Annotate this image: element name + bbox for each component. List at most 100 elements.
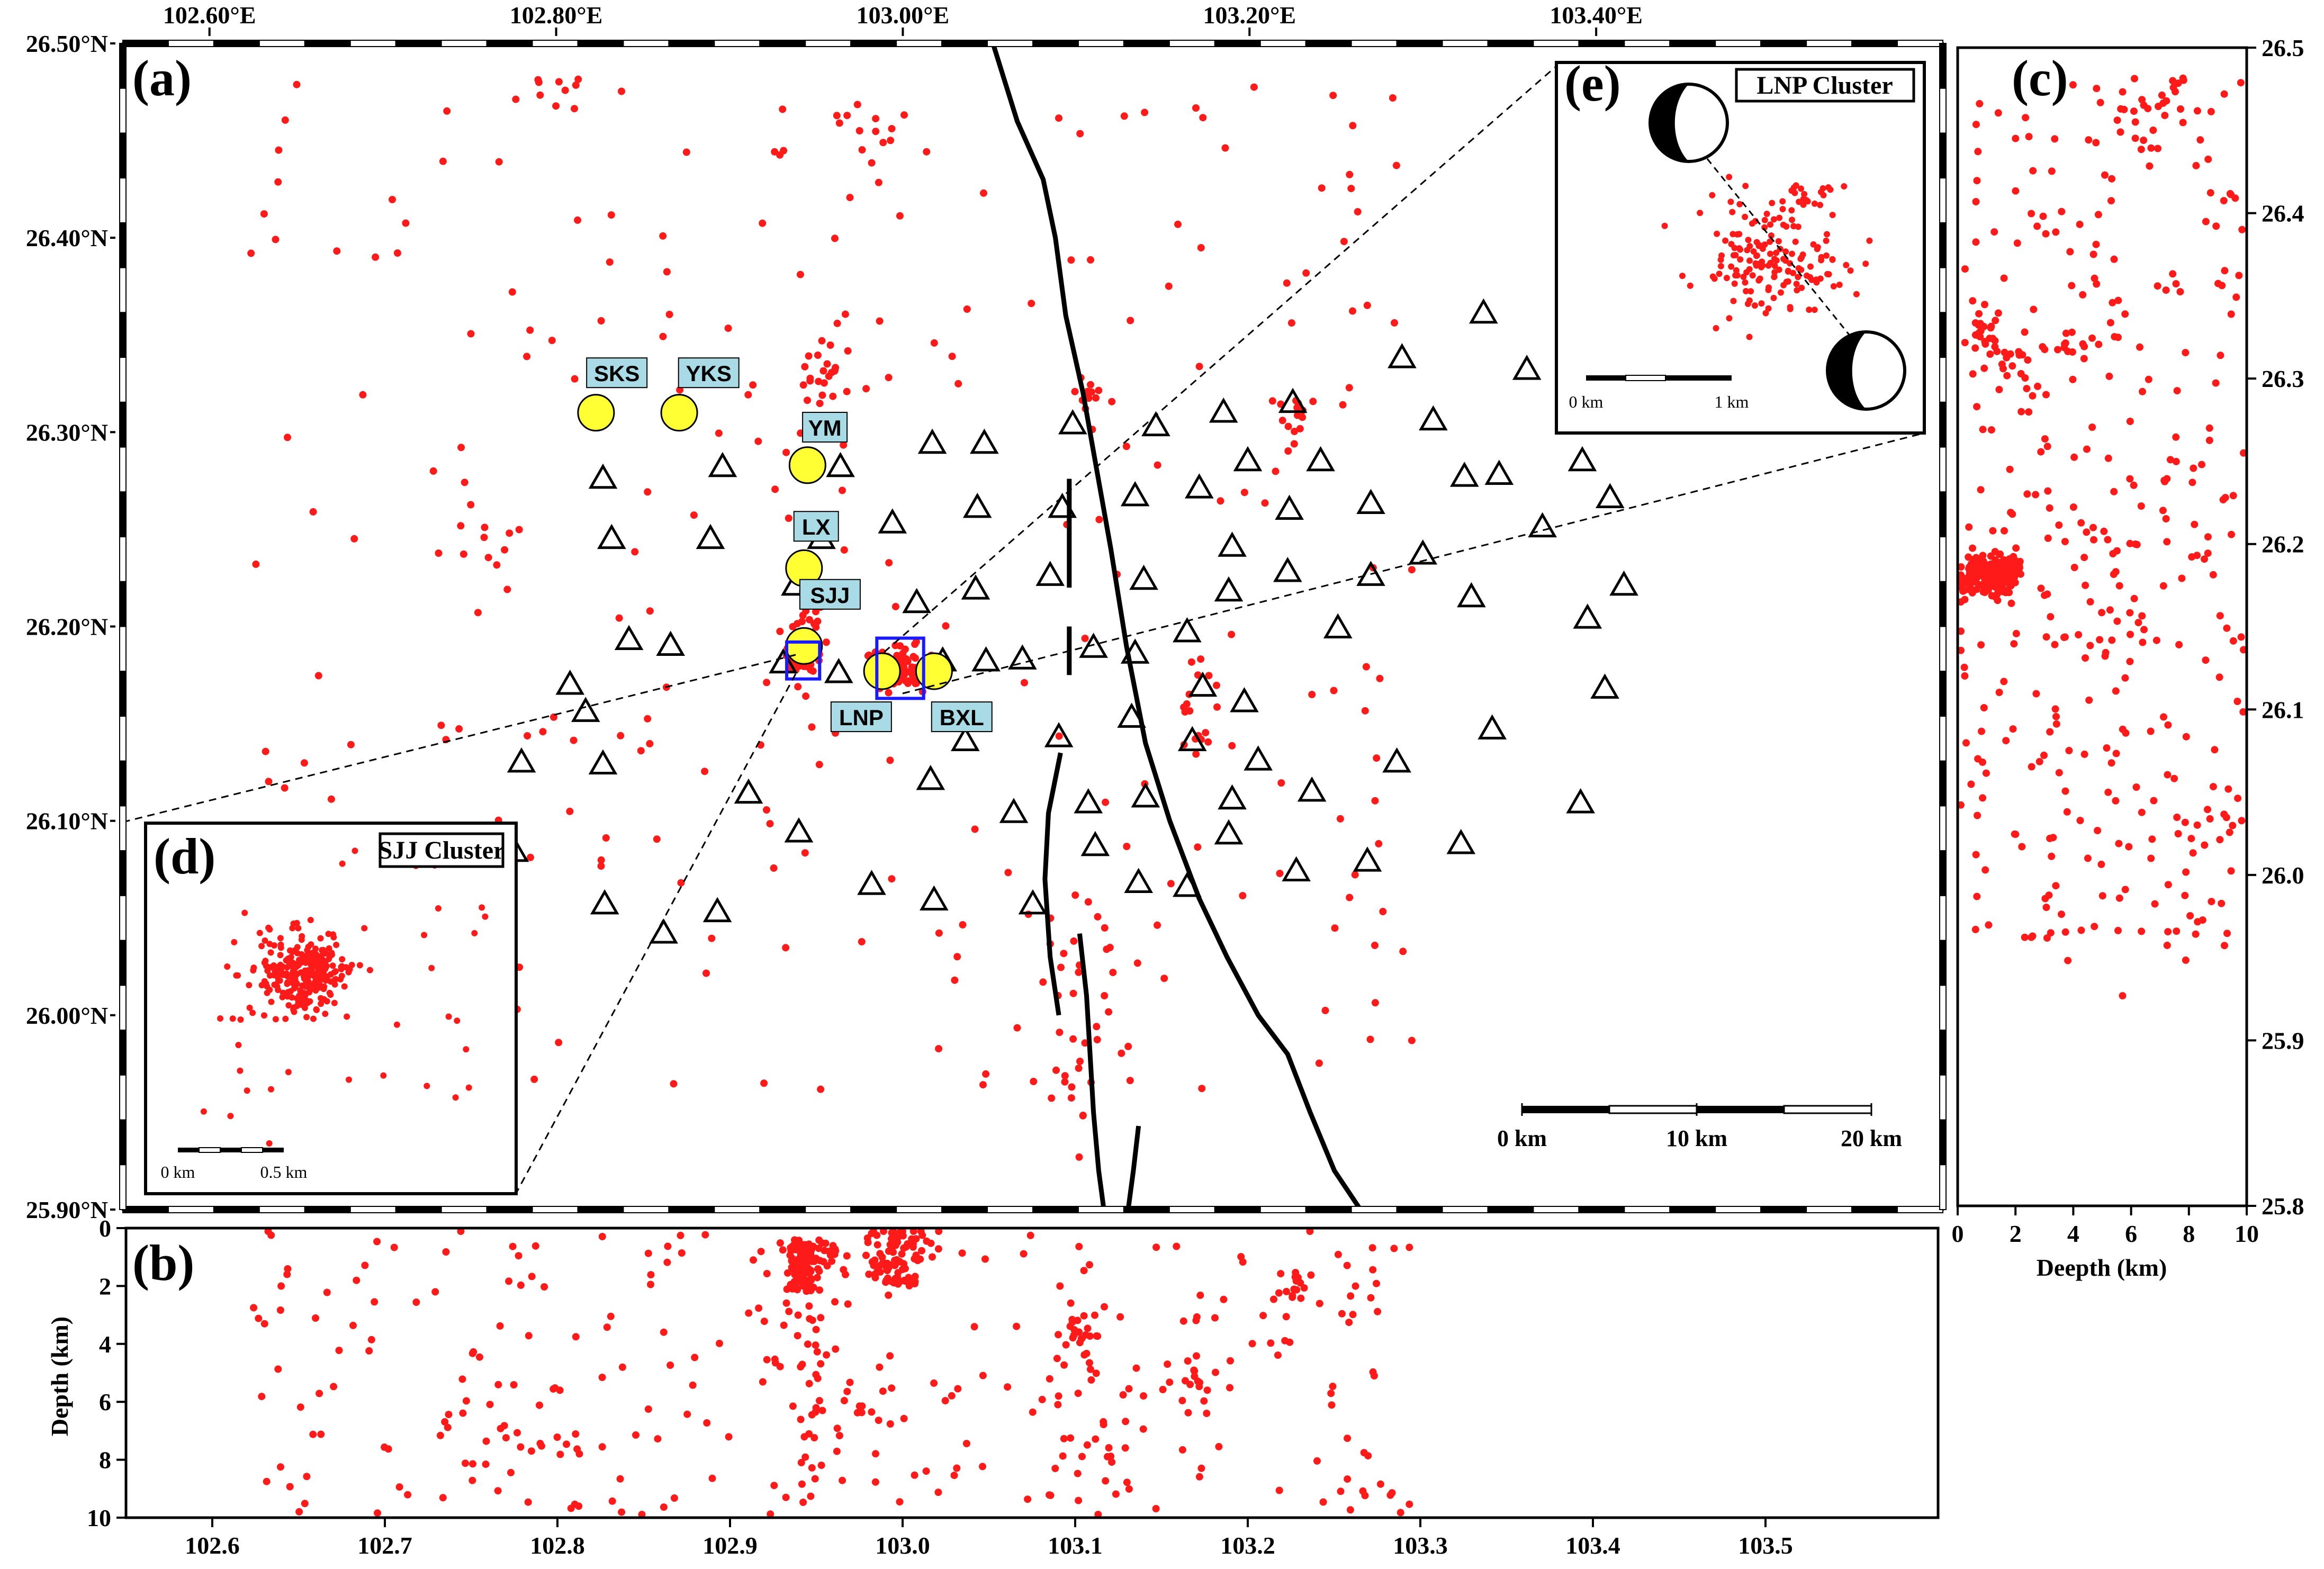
station-triangle-icon xyxy=(1173,871,1202,897)
event-dot xyxy=(1167,880,1175,888)
station-triangle-icon xyxy=(1124,868,1154,893)
event-dot xyxy=(911,1471,918,1479)
event-dot xyxy=(811,1475,819,1483)
event-dot xyxy=(808,1464,816,1472)
event-dot xyxy=(980,189,987,197)
event-dot xyxy=(2137,502,2145,510)
event-dot xyxy=(2150,797,2158,805)
event-dot xyxy=(2140,626,2148,634)
event-dot xyxy=(2046,728,2054,736)
event-dot xyxy=(1965,523,1973,531)
event-dot xyxy=(353,1276,361,1284)
event-dot xyxy=(954,1385,962,1393)
event-dot xyxy=(1369,1368,1377,1376)
event-dot xyxy=(2208,898,2215,906)
event-dot xyxy=(381,1443,389,1451)
event-dot xyxy=(467,330,475,338)
event-dot xyxy=(2023,490,2031,498)
event-dot xyxy=(1337,1487,1345,1495)
event-dot xyxy=(268,1086,274,1093)
event-dot xyxy=(282,1015,289,1022)
event-dot xyxy=(963,305,971,313)
event-dot xyxy=(436,1431,444,1439)
event-dot xyxy=(1770,216,1777,223)
event-dot xyxy=(844,1300,852,1308)
event-dot xyxy=(1762,310,1769,317)
event-dot xyxy=(1985,921,1993,929)
event-dot xyxy=(1192,1316,1200,1324)
event-dot xyxy=(2069,81,2077,89)
event-dot xyxy=(1283,1287,1290,1295)
event-dot xyxy=(2232,293,2240,301)
event-dot xyxy=(1182,1377,1189,1385)
event-dot xyxy=(572,81,580,89)
event-dot xyxy=(2012,831,2020,838)
event-dot xyxy=(2126,418,2134,425)
event-dot xyxy=(1746,257,1753,264)
event-dot xyxy=(2193,107,2201,115)
event-dot xyxy=(1296,1279,1304,1287)
event-dot xyxy=(361,925,368,932)
event-dot xyxy=(1737,246,1744,253)
event-dot xyxy=(2104,536,2112,544)
event-dot xyxy=(2111,333,2119,341)
event-dot xyxy=(1198,1085,1206,1093)
event-dot xyxy=(2047,929,2055,937)
event-dot xyxy=(1270,1295,1277,1303)
event-dot xyxy=(1817,202,1824,209)
event-dot xyxy=(261,1012,267,1019)
event-dot xyxy=(484,554,492,562)
event-dot xyxy=(1061,1072,1069,1080)
event-dot xyxy=(260,210,268,218)
event-dot xyxy=(262,937,268,944)
event-dot xyxy=(1309,398,1317,405)
event-dot xyxy=(469,1460,476,1468)
event-dot xyxy=(1080,1312,1088,1320)
event-dot xyxy=(305,967,312,973)
event-dot xyxy=(666,1361,674,1369)
event-dot xyxy=(291,967,297,973)
event-dot xyxy=(1818,257,1825,264)
event-dot xyxy=(2104,454,2112,462)
event-dot xyxy=(258,982,265,989)
event-dot xyxy=(2034,382,2041,390)
station-triangle-icon xyxy=(1080,831,1110,856)
event-dot xyxy=(2040,751,2048,759)
event-dot xyxy=(2047,613,2055,621)
station-triangle-icon xyxy=(1478,714,1507,740)
event-dot xyxy=(2030,305,2038,313)
event-dot xyxy=(1123,843,1131,850)
event-dot xyxy=(819,367,827,375)
event-dot xyxy=(1083,1349,1091,1357)
event-dot xyxy=(352,847,358,854)
event-dot xyxy=(1795,265,1802,272)
event-dot xyxy=(806,1315,814,1323)
event-dot xyxy=(1183,700,1191,708)
event-dot xyxy=(1995,385,2003,393)
event-dot xyxy=(1796,199,1803,205)
event-dot xyxy=(1830,283,1837,290)
event-dot xyxy=(789,1242,797,1250)
event-dot xyxy=(285,955,292,962)
event-dot xyxy=(1296,425,1304,432)
event-dot xyxy=(365,1347,373,1355)
event-dot xyxy=(754,437,762,445)
event-dot xyxy=(2085,136,2093,144)
event-dot xyxy=(888,1384,896,1392)
event-dot xyxy=(979,1463,986,1471)
event-dot xyxy=(539,728,547,736)
event-dot xyxy=(1112,1490,1120,1498)
event-dot xyxy=(1969,297,1977,305)
event-dot xyxy=(1139,1425,1147,1433)
event-dot xyxy=(515,1252,523,1260)
event-dot xyxy=(647,1281,654,1288)
event-dot xyxy=(200,1108,207,1115)
event-dot xyxy=(1371,797,1379,805)
event-dot xyxy=(260,1320,268,1328)
event-dot xyxy=(2223,624,2231,632)
panel-b-ticks: 102.6 102.7 102.8 102.9 103.0 103.1 103.2 103.3… xyxy=(87,1215,1793,1559)
event-dot xyxy=(1284,422,1292,430)
event-dot xyxy=(1276,870,1284,877)
event-dot xyxy=(1116,1313,1124,1321)
fault-line xyxy=(1042,752,1063,1016)
